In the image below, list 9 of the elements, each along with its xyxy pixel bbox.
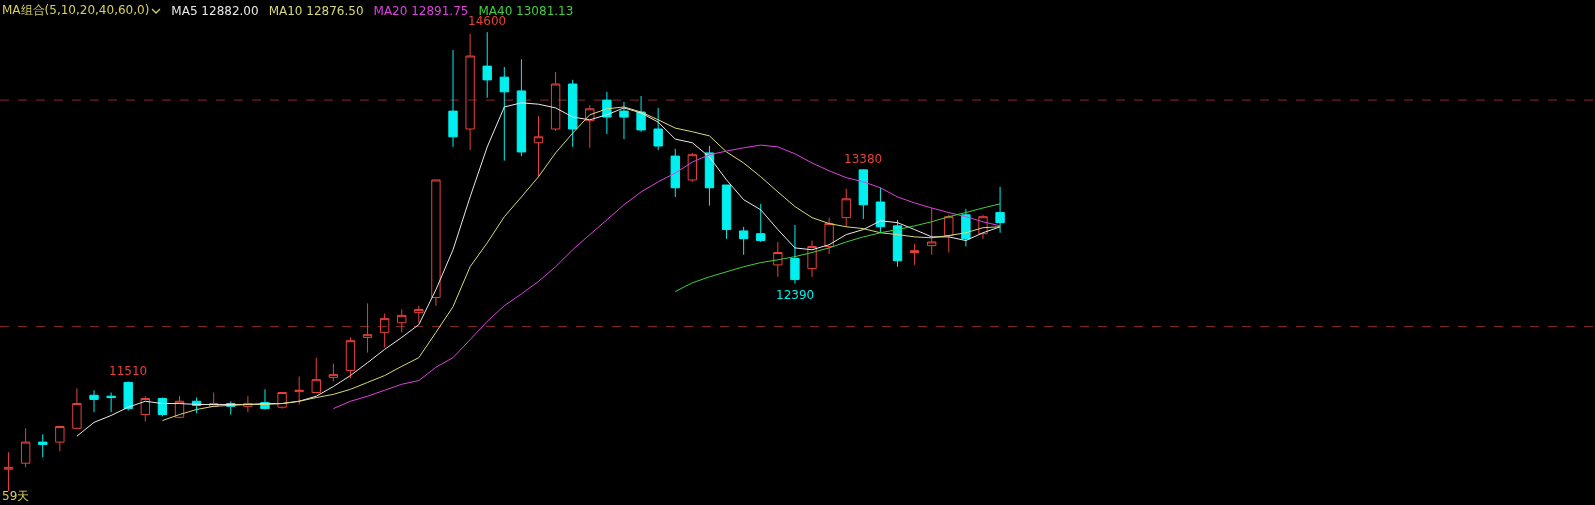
annotation: 14600: [468, 14, 507, 28]
text: MA20 12891.75: [373, 3, 469, 18]
text: MA10 12876.50: [268, 3, 364, 18]
annotation: 11510: [109, 364, 148, 378]
annotation: 59天: [2, 489, 30, 503]
text: MA5 12882.00: [171, 3, 259, 18]
annotation: 12390: [776, 288, 815, 302]
legend-title: MA组合(5,10,20,40,60,0): [2, 2, 150, 19]
annotation: 13380: [844, 152, 883, 166]
